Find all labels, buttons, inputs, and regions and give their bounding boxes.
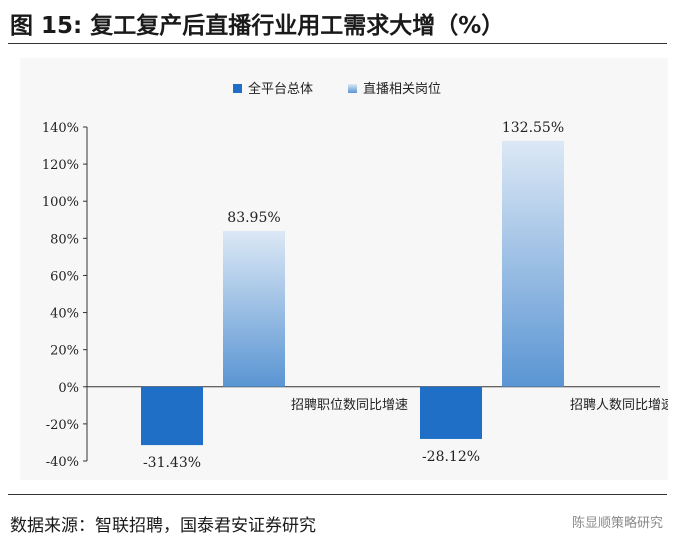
- legend-label: 直播相关岗位: [363, 82, 441, 97]
- bar-chart: 全平台总体 直播相关岗位 -40% -20% 0% 20% 40% 60% 80% 100% 12…: [42, 81, 674, 471]
- data-label: -31.43%: [143, 455, 201, 471]
- y-tick-label: 120%: [42, 158, 79, 173]
- category-label: 招聘人数同比增速: [570, 398, 668, 413]
- bar-overall: [420, 386, 482, 439]
- watermark: 陈显顺策略研究: [571, 516, 663, 531]
- bar-live-streaming: [502, 140, 564, 387]
- legend-label: 全平台总体: [248, 81, 313, 97]
- category-label: 招聘职位数同比增速: [291, 398, 408, 413]
- y-tick-label: -40%: [46, 455, 79, 470]
- y-tick-label: 140%: [42, 121, 79, 136]
- data-label: 132.55%: [502, 120, 564, 136]
- data-label: 83.95%: [227, 210, 280, 226]
- y-tick-label: 0%: [58, 381, 79, 396]
- page-title: 图 15: 复工复产后直播行业用工需求大增（%）: [10, 13, 505, 39]
- y-tick-label: -20%: [46, 418, 79, 433]
- bar-live-streaming: [223, 231, 285, 387]
- source-note: 数据来源：智联招聘，国泰君安证券研究: [10, 516, 316, 536]
- y-tick-label: 100%: [42, 195, 79, 210]
- y-tick-label: 40%: [50, 307, 79, 322]
- bar-overall: [141, 386, 203, 446]
- y-tick-label: 20%: [50, 344, 79, 359]
- legend-swatch-overall: [233, 84, 242, 93]
- y-tick-label: 60%: [50, 269, 79, 284]
- chart-legend: 全平台总体 直播相关岗位: [233, 81, 441, 97]
- source-rule: [8, 494, 667, 495]
- chart-panel: 全平台总体 直播相关岗位 -40% -20% 0% 20% 40% 60% 80% 100% 12…: [20, 58, 674, 480]
- data-label: -28.12%: [422, 449, 480, 465]
- title-rule: [8, 43, 667, 44]
- legend-swatch-live-streaming: [348, 84, 357, 93]
- y-tick-label: 80%: [50, 232, 79, 247]
